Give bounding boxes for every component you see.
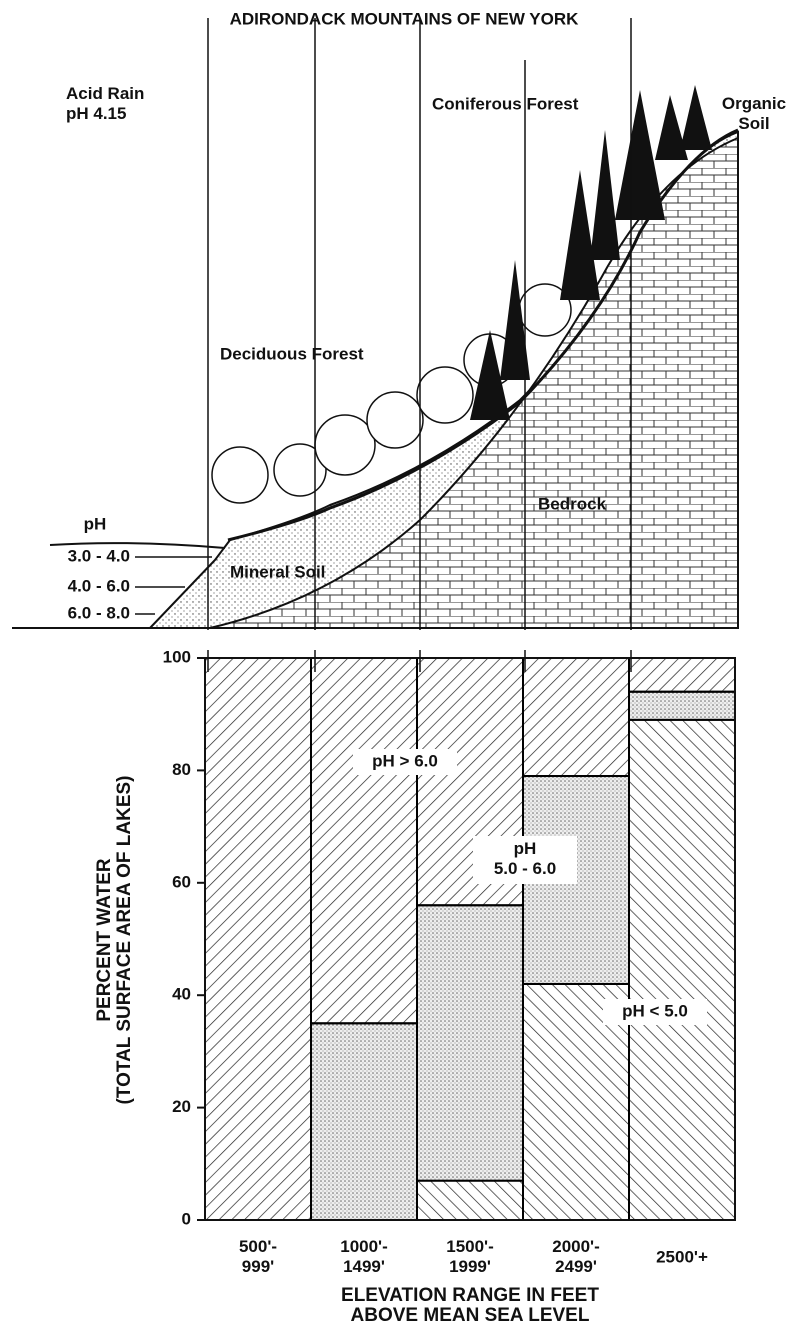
bar-segment xyxy=(629,692,735,720)
bar-segment xyxy=(629,658,735,692)
series-label: pH < 5.0 xyxy=(622,1001,688,1020)
y-tick-label: 0 xyxy=(182,1209,191,1228)
mountain-diagram: ADIRONDACK MOUNTAINS OF NEW YORK Acid Ra… xyxy=(12,9,786,672)
bedrock-label: Bedrock xyxy=(538,494,607,513)
x-tick-label: 500'-999' xyxy=(239,1237,277,1276)
y-tick-label: 20 xyxy=(172,1097,191,1116)
y-tick-label: 40 xyxy=(172,985,191,1004)
mineral-soil-label: Mineral Soil xyxy=(230,562,325,581)
coniferous-label: Coniferous Forest xyxy=(432,94,579,113)
ph-range: 3.0 - 4.0 xyxy=(68,546,130,565)
x-tick-label: 1000'-1499' xyxy=(340,1237,388,1276)
bar-segment xyxy=(417,905,523,1180)
ph-heading: pH xyxy=(84,514,107,533)
ph-range: 6.0 - 8.0 xyxy=(68,603,130,622)
bar-segment xyxy=(629,720,735,1220)
bar-segment xyxy=(311,658,417,1023)
x-tick-label: 2000'-2499' xyxy=(552,1237,600,1276)
series-label: pH > 6.0 xyxy=(372,751,438,770)
bar-segment xyxy=(205,658,311,1220)
x-tick-label: 2500'+ xyxy=(656,1247,708,1266)
y-tick-label: 60 xyxy=(172,872,191,891)
y-axis-label: PERCENT WATER(TOTAL SURFACE AREA OF LAKE… xyxy=(94,776,135,1105)
bar-segment xyxy=(311,1023,417,1220)
y-tick-label: 100 xyxy=(163,647,191,666)
ph-range: 4.0 - 6.0 xyxy=(68,576,130,595)
bar-segment xyxy=(523,658,629,776)
bar-segment xyxy=(417,1181,523,1220)
x-tick-label: 1500'-1999' xyxy=(446,1237,494,1276)
y-tick-label: 80 xyxy=(172,760,191,779)
figure: ADIRONDACK MOUNTAINS OF NEW YORK Acid Ra… xyxy=(0,0,808,1334)
deciduous-label: Deciduous Forest xyxy=(220,344,364,363)
diagram-title: ADIRONDACK MOUNTAINS OF NEW YORK xyxy=(230,9,580,28)
